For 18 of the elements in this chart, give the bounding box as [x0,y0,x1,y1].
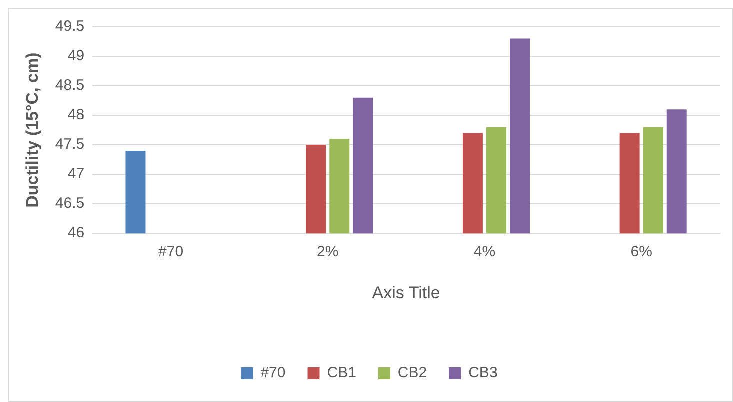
y-axis-title: Ductility (15°C, cm) [22,52,42,208]
legend-label: CB3 [468,364,498,382]
legend-label: #70 [260,364,286,382]
legend-label: CB1 [327,364,356,382]
y-tick-label: 47.5 [55,136,85,154]
x-tick-label: 6% [630,244,652,261]
y-tick-label: 46 [68,224,85,242]
y-tick-label: 49 [68,48,85,65]
legend-label: CB2 [398,364,428,382]
y-tick-label: 49.5 [55,18,85,36]
y-tick-label: 46.5 [55,195,85,212]
y-tick-label: 47 [68,166,85,183]
x-tick-label: 2% [317,244,339,261]
y-tick-label: 48 [68,106,85,124]
x-tick-label: #70 [158,244,184,261]
x-tick-label: 4% [474,244,496,261]
x-axis-title: Axis Title [372,283,440,302]
y-tick-label: 48.5 [55,77,85,94]
